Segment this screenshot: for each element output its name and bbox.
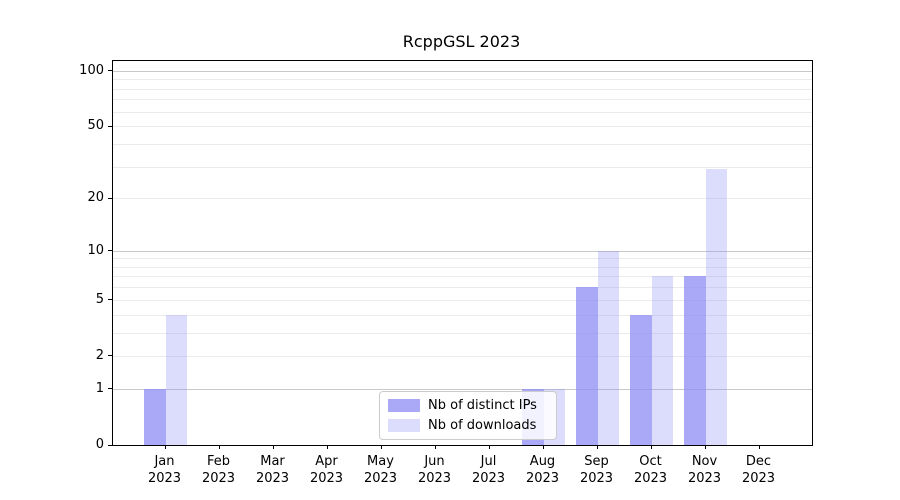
gridline-4 — [113, 314, 812, 316]
gridline-90 — [113, 79, 812, 81]
y-tick-100 — [108, 70, 112, 72]
y-tick-1 — [108, 388, 112, 390]
x-tick-dec — [758, 445, 760, 449]
gridline-80 — [113, 88, 812, 90]
bar-nb-of-distinct-ips-jan — [144, 388, 166, 445]
legend: Nb of distinct IPs Nb of downloads — [379, 391, 557, 440]
y-tick-label-1: 1 — [95, 380, 104, 396]
legend-swatch-downloads — [388, 419, 420, 432]
legend-label-downloads: Nb of downloads — [428, 418, 537, 433]
bar-nb-of-downloads-oct — [651, 276, 673, 445]
y-tick-label-5: 5 — [95, 291, 104, 307]
bar-nb-of-downloads-sep — [597, 250, 619, 445]
gridline-9 — [113, 258, 812, 260]
y-tick-label-10: 10 — [87, 242, 104, 258]
legend-label-distinct-ips: Nb of distinct IPs — [428, 398, 537, 413]
gridline-3 — [113, 332, 812, 334]
y-tick-label-50: 50 — [87, 118, 104, 134]
x-tick-feb — [218, 445, 220, 449]
y-tick-label-100: 100 — [79, 62, 104, 78]
gridline-5 — [113, 299, 812, 301]
gridline-70 — [113, 99, 812, 101]
x-tick-label-jun: Jun 2023 — [417, 454, 452, 486]
y-tick-label-0: 0 — [95, 437, 104, 452]
gridline-40 — [113, 143, 812, 145]
x-tick-aug — [542, 445, 544, 449]
plot-area: Nb of distinct IPs Nb of downloads — [112, 60, 813, 446]
x-tick-jul — [488, 445, 490, 449]
gridline-7 — [113, 276, 812, 278]
y-tick-20 — [108, 197, 112, 199]
x-tick-oct — [650, 445, 652, 449]
x-tick-label-sep: Sep 2023 — [579, 454, 614, 486]
x-tick-label-may: May 2023 — [363, 454, 398, 486]
gridline-6 — [113, 287, 812, 289]
y-tick-50 — [108, 125, 112, 127]
y-tick-5 — [108, 299, 112, 301]
gridline-50 — [113, 126, 812, 128]
bar-nb-of-distinct-ips-oct — [630, 314, 652, 445]
x-tick-label-nov: Nov 2023 — [687, 454, 722, 486]
bar-nb-of-distinct-ips-nov — [684, 276, 706, 445]
x-tick-label-jul: Jul 2023 — [471, 454, 506, 486]
y-tick-10 — [108, 250, 112, 252]
gridline-100 — [113, 70, 812, 72]
x-tick-jan — [164, 445, 166, 449]
gridline-2 — [113, 355, 812, 357]
legend-swatch-distinct-ips — [388, 399, 420, 412]
x-tick-label-apr: Apr 2023 — [309, 454, 344, 486]
y-tick-0 — [108, 444, 112, 446]
x-tick-label-jan: Jan 2023 — [147, 454, 182, 486]
x-tick-label-feb: Feb 2023 — [201, 454, 236, 486]
bar-nb-of-downloads-jan — [165, 314, 187, 445]
x-tick-label-mar: Mar 2023 — [255, 454, 290, 486]
gridline-30 — [113, 166, 812, 168]
legend-item-distinct-ips: Nb of distinct IPs — [388, 398, 548, 413]
x-tick-label-dec: Dec 2023 — [741, 454, 776, 486]
gridline-10 — [113, 250, 812, 252]
x-tick-apr — [326, 445, 328, 449]
x-tick-label-oct: Oct 2023 — [633, 454, 668, 486]
gridline-8 — [113, 266, 812, 268]
gridline-1 — [113, 388, 812, 390]
bar-nb-of-distinct-ips-sep — [576, 287, 598, 445]
y-tick-2 — [108, 355, 112, 357]
x-tick-jun — [434, 445, 436, 449]
bar-nb-of-downloads-nov — [705, 169, 727, 445]
chart-title: RcppGSL 2023 — [402, 32, 521, 51]
gridline-20 — [113, 198, 812, 200]
x-tick-mar — [272, 445, 274, 449]
y-tick-label-2: 2 — [95, 347, 104, 363]
y-tick-label-20: 20 — [87, 190, 104, 206]
legend-item-downloads: Nb of downloads — [388, 418, 548, 433]
gridline-60 — [113, 111, 812, 113]
x-tick-may — [380, 445, 382, 449]
x-tick-nov — [704, 445, 706, 449]
x-tick-label-aug: Aug 2023 — [525, 454, 560, 486]
x-tick-sep — [596, 445, 598, 449]
